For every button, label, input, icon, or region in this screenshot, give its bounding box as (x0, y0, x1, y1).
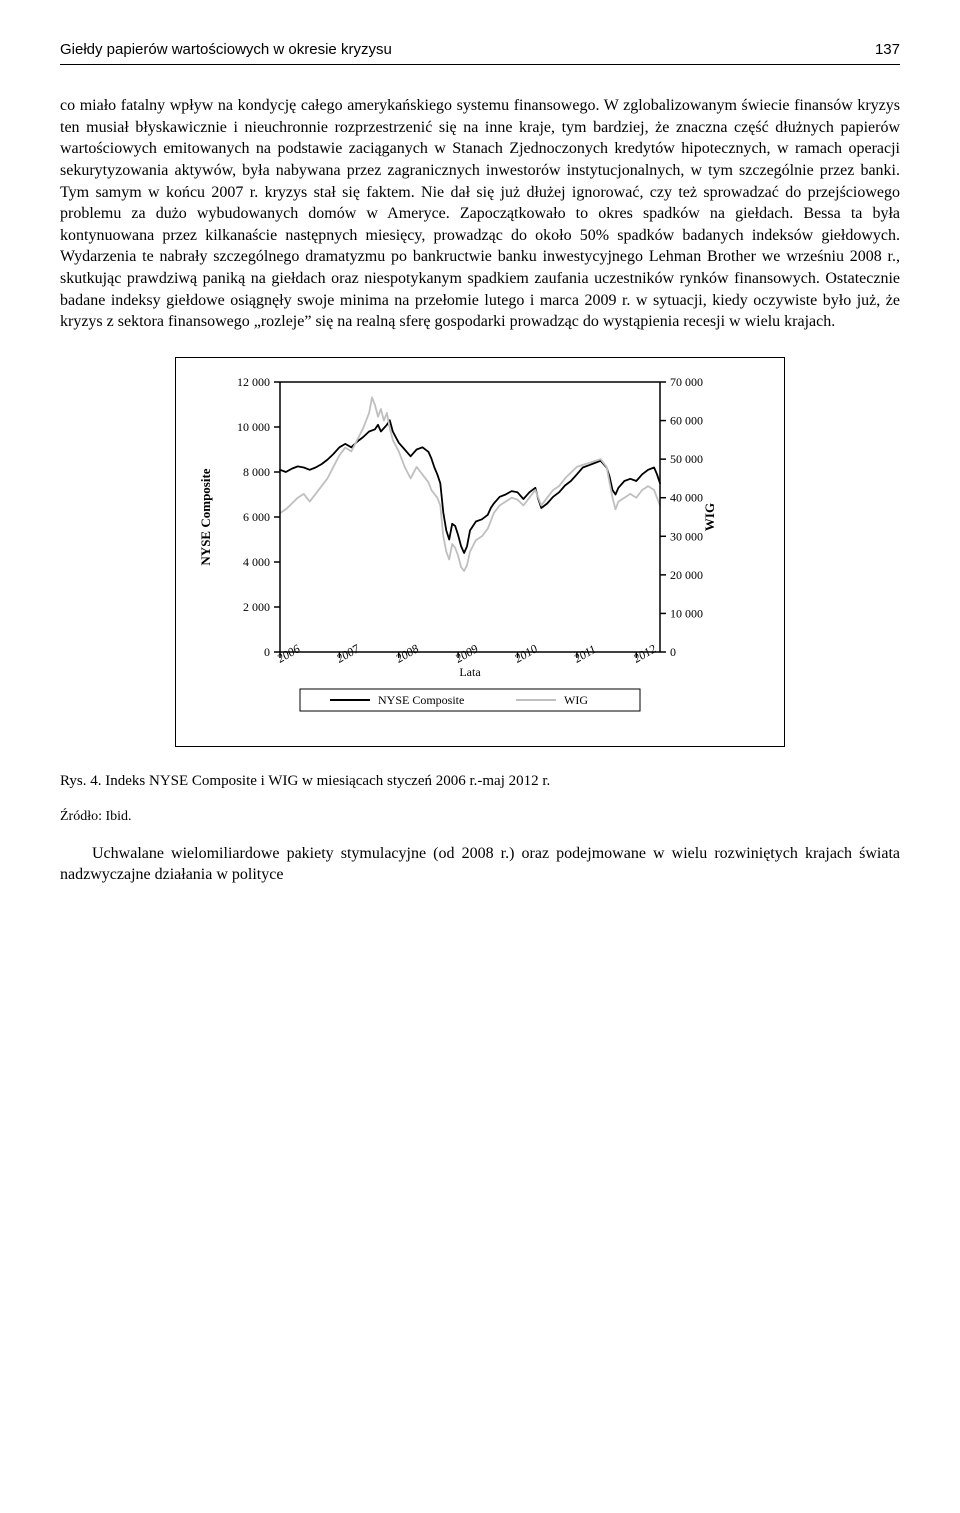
running-title: Giełdy papierów wartościowych w okresie … (60, 40, 392, 60)
main-paragraph: co miało fatalny wpływ na kondycję całeg… (60, 95, 900, 333)
svg-text:NYSE Composite: NYSE Composite (198, 468, 213, 565)
svg-text:2008: 2008 (393, 641, 421, 665)
svg-text:20 000: 20 000 (670, 568, 703, 582)
svg-text:NYSE Composite: NYSE Composite (378, 693, 464, 707)
svg-text:2 000: 2 000 (243, 600, 270, 614)
svg-text:0: 0 (670, 645, 676, 659)
svg-text:10 000: 10 000 (670, 606, 703, 620)
svg-text:10 000: 10 000 (237, 420, 270, 434)
svg-text:2007: 2007 (334, 641, 363, 666)
trailing-paragraph: Uchwalane wielomiliardowe pakiety stymul… (60, 843, 900, 886)
figure-source: Źródło: Ibid. (60, 808, 900, 827)
dual-axis-line-chart: 0 2 000 4 000 6 000 8 000 10 000 12 000 0 10 000… (190, 372, 770, 732)
running-header: Giełdy papierów wartościowych w okresie … (60, 40, 900, 60)
page-number: 137 (875, 40, 900, 60)
svg-text:4 000: 4 000 (243, 555, 270, 569)
svg-text:WIG: WIG (702, 503, 717, 531)
svg-text:0: 0 (264, 645, 270, 659)
svg-text:70 000: 70 000 (670, 375, 703, 389)
svg-text:2010: 2010 (512, 641, 540, 665)
figure-caption: Rys. 4. Indeks NYSE Composite i WIG w mi… (60, 771, 900, 791)
header-rule (60, 64, 900, 65)
svg-text:2006: 2006 (275, 641, 303, 665)
svg-text:60 000: 60 000 (670, 413, 703, 427)
svg-text:6 000: 6 000 (243, 510, 270, 524)
svg-text:8 000: 8 000 (243, 465, 270, 479)
svg-text:12 000: 12 000 (237, 375, 270, 389)
svg-text:2012: 2012 (631, 641, 659, 665)
svg-text:40 000: 40 000 (670, 490, 703, 504)
svg-text:Lata: Lata (459, 665, 481, 679)
chart-container: 0 2 000 4 000 6 000 8 000 10 000 12 000 0 10 000… (175, 357, 785, 748)
svg-text:50 000: 50 000 (670, 452, 703, 466)
svg-text:30 000: 30 000 (670, 529, 703, 543)
svg-text:WIG: WIG (564, 693, 588, 707)
svg-text:2009: 2009 (453, 641, 481, 665)
svg-text:2011: 2011 (571, 642, 598, 666)
